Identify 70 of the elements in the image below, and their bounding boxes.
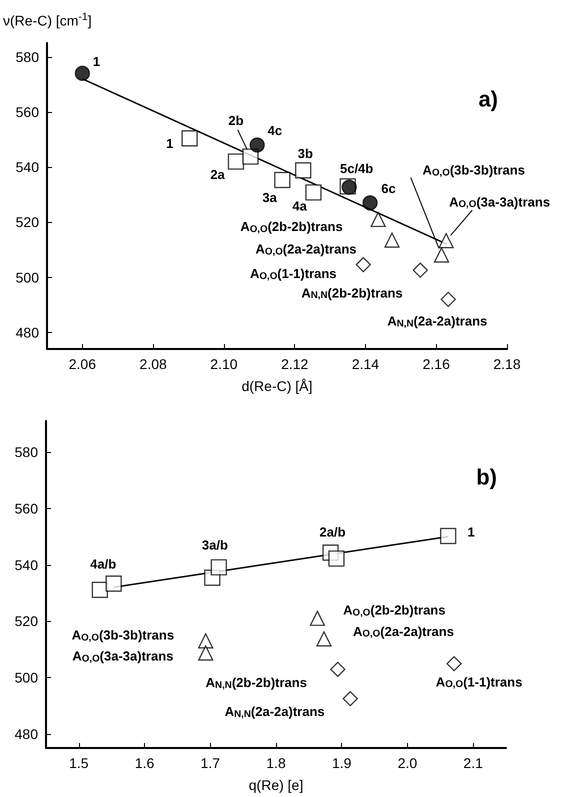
x-tick-label: 2.08 bbox=[140, 356, 167, 372]
annotation: 6c bbox=[381, 181, 396, 196]
x-tick-label: 1.9 bbox=[332, 755, 352, 771]
point bbox=[328, 550, 345, 567]
point bbox=[446, 656, 462, 672]
point bbox=[316, 631, 332, 647]
annotation: 3b bbox=[298, 146, 313, 161]
y-tick-label: 580 bbox=[16, 48, 40, 65]
y-tick-label: 520 bbox=[16, 214, 40, 230]
x-tick-label: 2.06 bbox=[68, 356, 96, 372]
x-tick-label: 2.10 bbox=[210, 356, 238, 372]
annotation: 2a/b bbox=[320, 524, 346, 540]
x-tick-label: 1.7 bbox=[200, 755, 220, 771]
point bbox=[384, 232, 400, 248]
point bbox=[106, 576, 122, 592]
point bbox=[440, 528, 456, 544]
point bbox=[274, 172, 290, 188]
point bbox=[356, 257, 371, 272]
point bbox=[198, 645, 214, 661]
x-tick-label: 2.18 bbox=[493, 356, 521, 372]
x-tick-label: 2.12 bbox=[281, 356, 309, 372]
annotation: 2b bbox=[228, 113, 244, 128]
y-tick-label: 480 bbox=[14, 726, 38, 742]
annotation: 4a bbox=[292, 198, 308, 214]
point bbox=[330, 662, 346, 677]
point bbox=[342, 691, 358, 706]
x-tick-label: 2.0 bbox=[398, 755, 418, 771]
x-axis-title: d(Re-C) [Å] bbox=[242, 378, 312, 394]
annotation: 3a bbox=[262, 190, 278, 206]
annotation: 1 bbox=[166, 136, 174, 152]
point bbox=[438, 233, 454, 248]
point bbox=[440, 292, 456, 307]
y-tick-label: 540 bbox=[14, 556, 38, 573]
annotation: 1 bbox=[468, 524, 475, 540]
annotation: 1 bbox=[92, 54, 100, 69]
y-tick-label: 480 bbox=[16, 324, 40, 340]
text: b) bbox=[476, 464, 497, 490]
point bbox=[182, 130, 198, 146]
x-tick-label: 2.16 bbox=[422, 356, 450, 372]
point bbox=[74, 66, 90, 81]
point bbox=[295, 162, 312, 178]
annotation: 2a bbox=[210, 166, 226, 182]
point bbox=[370, 212, 386, 228]
text: a) bbox=[478, 86, 498, 112]
point bbox=[250, 137, 265, 153]
y-tick-label: 500 bbox=[16, 269, 40, 286]
point bbox=[198, 633, 214, 648]
y-tick-label: 500 bbox=[14, 670, 38, 686]
y-tick-label: 580 bbox=[14, 444, 38, 460]
annotation: 4c bbox=[268, 123, 282, 138]
y-tick-label: 520 bbox=[14, 613, 38, 630]
x-tick-label: 2.1 bbox=[463, 755, 484, 771]
point bbox=[228, 153, 244, 170]
point bbox=[434, 247, 450, 263]
y-tick-label: 560 bbox=[14, 500, 38, 516]
point bbox=[310, 610, 325, 626]
point bbox=[412, 262, 428, 278]
annotation: 5c/4b bbox=[340, 160, 374, 176]
annotation: 4a/b bbox=[90, 556, 116, 572]
x-tick-label: 2.14 bbox=[352, 356, 380, 372]
point bbox=[305, 184, 322, 201]
y-tick-label: 540 bbox=[16, 159, 40, 176]
x-tick-label: 1.6 bbox=[134, 755, 155, 771]
x-tick-label: 1.5 bbox=[69, 755, 89, 771]
x-tick-label: 1.8 bbox=[266, 755, 286, 771]
point bbox=[362, 195, 378, 210]
annotation: 3a/b bbox=[202, 538, 228, 553]
x-axis-title: q(Re) [e] bbox=[248, 777, 304, 793]
y-tick-label: 560 bbox=[16, 104, 40, 120]
point bbox=[210, 559, 227, 576]
